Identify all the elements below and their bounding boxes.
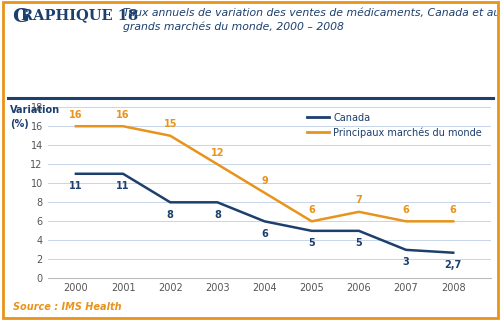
Text: 5: 5 [356,238,362,248]
Text: 7: 7 [356,195,362,205]
Text: 8: 8 [167,210,174,220]
Text: 8: 8 [214,210,221,220]
Legend: Canada, Principaux marchés du monde: Canada, Principaux marchés du monde [303,108,486,142]
Text: 5: 5 [308,238,315,248]
Text: G: G [13,8,29,26]
Text: (%): (%) [10,119,29,129]
Text: 2,7: 2,7 [444,260,462,270]
Text: 6: 6 [261,229,268,239]
Text: 6: 6 [450,205,456,215]
Text: 11: 11 [69,181,83,191]
Text: 16: 16 [116,109,130,120]
Text: Taux annuels de variation des ventes de médicaments, Canada et autres
grands mar: Taux annuels de variation des ventes de … [123,8,501,32]
Text: 16: 16 [69,109,83,120]
Text: 3: 3 [403,258,409,268]
Text: 6: 6 [308,205,315,215]
Text: 9: 9 [261,176,268,186]
Text: 15: 15 [163,119,177,129]
Text: RAPHIQUE 18: RAPHIQUE 18 [21,8,138,22]
Text: Source : IMS Health: Source : IMS Health [13,302,121,312]
Text: 12: 12 [210,148,224,158]
Text: 11: 11 [116,181,130,191]
Text: 6: 6 [403,205,409,215]
Text: Variation: Variation [10,106,60,116]
